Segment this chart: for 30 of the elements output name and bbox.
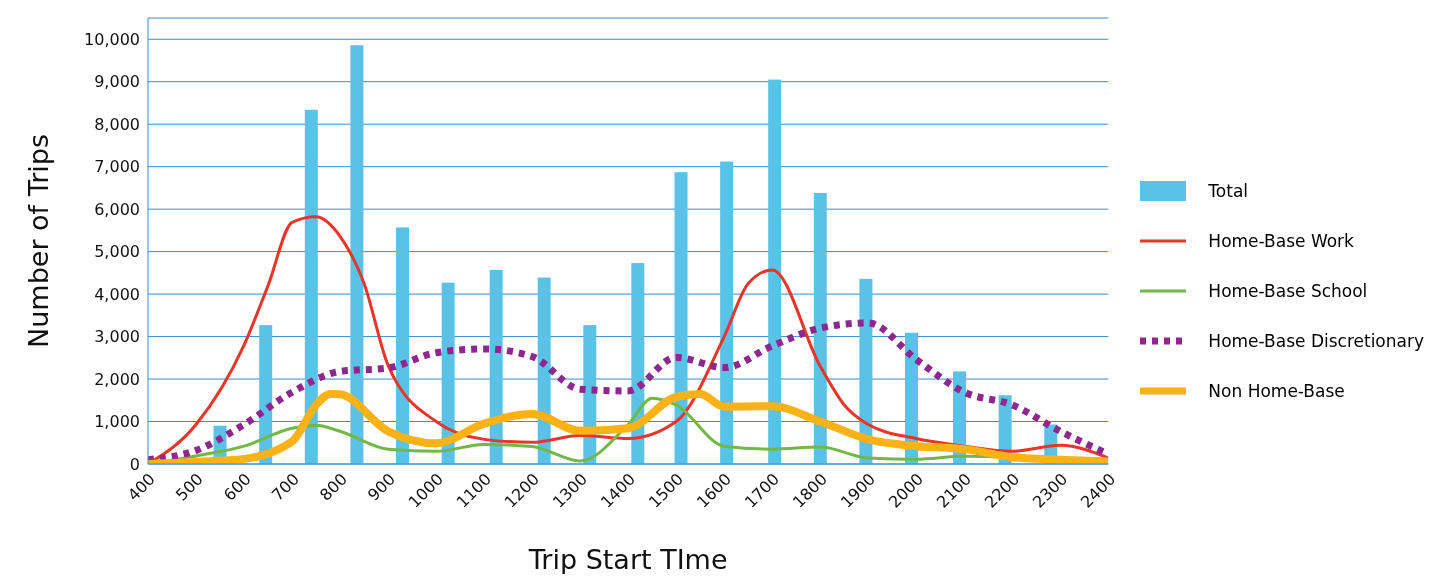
legend-label: Home-Base Discretionary xyxy=(1208,331,1424,351)
bar xyxy=(304,109,318,464)
y-tick-label: 6,000 xyxy=(94,199,140,219)
bar xyxy=(813,193,827,464)
bar xyxy=(674,172,688,464)
x-tick-label: 700 xyxy=(267,469,303,505)
x-axis-title: Trip Start TIme xyxy=(527,544,728,575)
x-tick-label: 600 xyxy=(219,469,255,505)
y-axis-title: Number of Trips xyxy=(22,134,54,348)
y-tick-label: 8,000 xyxy=(94,114,140,134)
bar xyxy=(489,269,503,464)
legend-label: Total xyxy=(1208,181,1249,201)
bar xyxy=(768,79,782,464)
y-tick-label: 10,000 xyxy=(84,29,140,49)
y-tick-label: 9,000 xyxy=(94,72,140,92)
x-tick-label: 900 xyxy=(363,469,399,505)
y-tick-label: 1,000 xyxy=(94,412,140,432)
bar xyxy=(396,227,410,464)
x-tick-label: 800 xyxy=(315,469,351,505)
y-tick-label: 4,000 xyxy=(94,284,140,304)
y-tick-label: 7,000 xyxy=(94,157,140,177)
bar xyxy=(350,45,364,464)
legend-label: Non Home-Base xyxy=(1208,381,1345,401)
bar xyxy=(720,161,734,464)
y-tick-label: 3,000 xyxy=(94,327,140,347)
legend-label: Home-Base School xyxy=(1208,281,1368,301)
y-tick-label: 2,000 xyxy=(94,369,140,389)
legend-label: Home-Base Work xyxy=(1208,231,1354,251)
x-tick-label: 500 xyxy=(171,469,207,505)
y-tick-label: 5,000 xyxy=(94,242,140,262)
